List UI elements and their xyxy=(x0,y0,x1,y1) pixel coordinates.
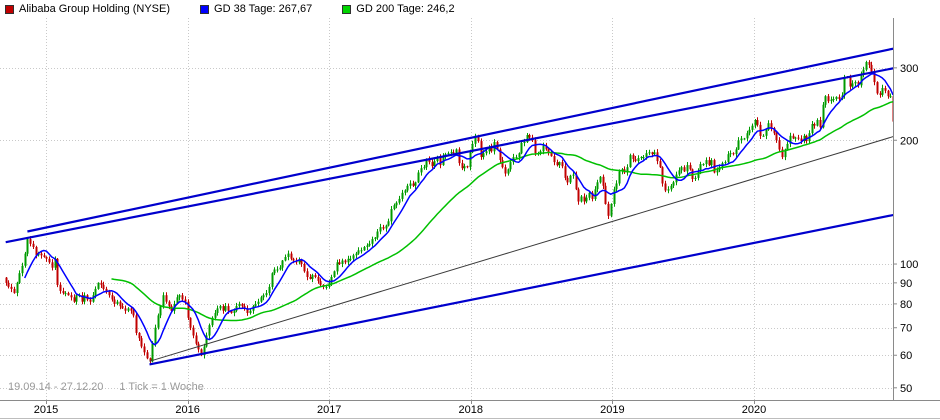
series-color-swatch xyxy=(200,4,210,14)
chart-range-info: 19.09.14 - 27.12.20 1 Tick = 1 Woche xyxy=(8,381,204,393)
series-label: GD 38 Tage: 267,67 xyxy=(214,3,313,15)
moving-average-line-8 xyxy=(24,73,893,346)
x-axis-year-label: 2016 xyxy=(175,404,199,416)
candles-layer xyxy=(5,60,893,365)
channel-upper-outer-line xyxy=(27,47,893,233)
series-color-swatch xyxy=(5,4,14,14)
support-thin-line xyxy=(149,136,893,362)
x-axis-year-label: 2018 xyxy=(459,404,483,416)
moving-average-line-40 xyxy=(111,100,893,322)
series-label: Alibaba Group Holding (NYSE) xyxy=(19,3,171,15)
y-axis-price-label: 60 xyxy=(900,350,912,362)
y-axis-price-label: 100 xyxy=(900,259,918,271)
grid-layer xyxy=(0,18,893,400)
y-axis-price-label: 50 xyxy=(900,383,912,395)
legend-item: Alibaba Group Holding (NYSE) xyxy=(5,3,170,15)
y-axis-price-label: 70 xyxy=(900,323,912,335)
y-axis-price-label: 300 xyxy=(900,63,918,75)
x-axis-year-label: 2020 xyxy=(742,404,766,416)
x-axis-year-label: 2015 xyxy=(34,404,58,416)
legend-item: GD 200 Tage: 246,2 xyxy=(342,3,455,15)
series-color-swatch xyxy=(342,4,352,14)
y-axis-price-label: 90 xyxy=(900,278,912,290)
series-label: GD 200 Tage: 246,2 xyxy=(356,3,455,15)
x-axis-year-label: 2017 xyxy=(317,404,341,416)
tick-interval-label: 1 Tick = 1 Woche xyxy=(119,381,204,393)
legend-item: GD 38 Tage: 267,67 xyxy=(200,3,312,15)
channel-lower-line xyxy=(149,213,893,366)
y-axis-price-label: 200 xyxy=(900,135,918,147)
date-range-label: 19.09.14 - 27.12.20 xyxy=(8,381,104,393)
channel-upper-line xyxy=(5,67,893,244)
x-axis-year-label: 2019 xyxy=(600,404,624,416)
axes-layer: 300 200 100 90 80 70 60 50 2015 2016 2017 2018 2019 2… xyxy=(0,18,940,419)
trend-lines-layer xyxy=(5,47,893,366)
chart-legend: Alibaba Group Holding (NYSE) GD 38 Tage: … xyxy=(0,0,455,18)
y-axis-price-label: 80 xyxy=(900,299,912,311)
